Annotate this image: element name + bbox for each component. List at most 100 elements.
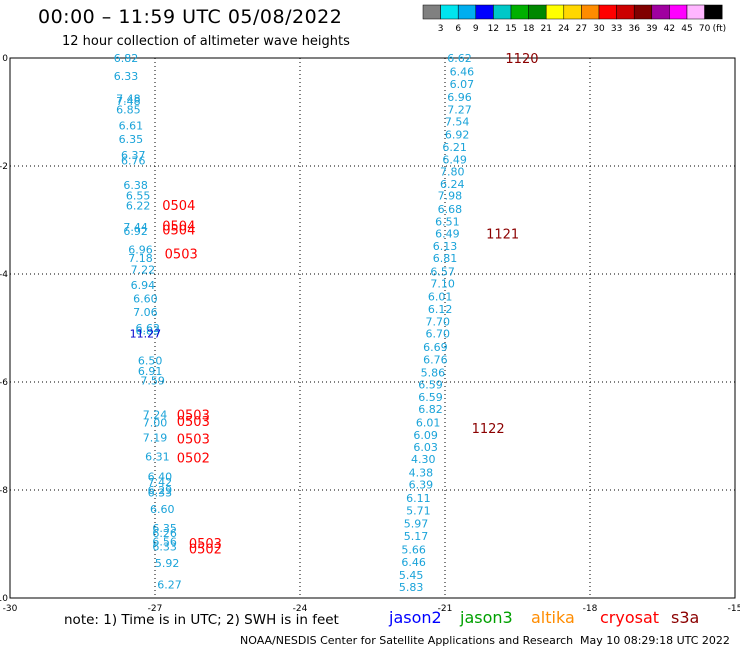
x-tick-label: -24 [293, 604, 308, 614]
swh-label: 6.92 [123, 225, 148, 238]
time-label: 0504 [162, 224, 195, 239]
swh-label: 5.71 [406, 505, 431, 518]
swh-label: 7.48 [116, 93, 141, 106]
time-label: 0502 [177, 452, 210, 467]
swh-label: 6.46 [450, 66, 475, 79]
swh-label: 6.55 [126, 190, 151, 203]
x-tick-label: -27 [148, 604, 163, 614]
time-label: 0504 [162, 199, 195, 214]
swh-label: 4.30 [411, 453, 436, 466]
swh-label: 7.22 [131, 264, 156, 277]
swh-label: 5.45 [399, 569, 424, 582]
x-tick-label: -30 [3, 604, 18, 614]
swh-label: 6.29 [148, 484, 173, 497]
time-label: 1122 [472, 422, 505, 437]
swh-label: 7.98 [438, 190, 463, 203]
legend-jason3: jason3 [460, 608, 513, 627]
swh-label: 7.00 [143, 417, 168, 430]
swh-label: 6.69 [423, 341, 448, 354]
swh-label: 6.07 [450, 78, 475, 91]
color-scale-swatch [422, 4, 441, 20]
color-scale-label: 18 [523, 24, 535, 34]
chart-title: 00:00 – 11:59 UTC 05/08/2022 [38, 6, 343, 28]
color-scale-unit: (ft) [713, 24, 727, 34]
swh-label: 6.83 [136, 325, 161, 338]
color-scale-label: 45 [681, 24, 692, 34]
swh-label: 6.38 [123, 179, 148, 192]
swh-label: 7.70 [426, 316, 451, 329]
swh-label: 7.48 [116, 95, 141, 108]
swh-label: 6.13 [433, 240, 458, 253]
swh-label: 6.60 [150, 503, 175, 516]
swh-label: 6.03 [413, 441, 438, 454]
swh-label: 6.61 [119, 120, 144, 133]
swh-label-highlight: 11.27 [130, 327, 162, 340]
swh-label: 7.24 [143, 408, 168, 421]
swh-label: 7.06 [133, 306, 158, 319]
swh-label: 6.92 [445, 129, 470, 142]
color-scale-swatch [563, 4, 582, 20]
footer-note: note: 1) Time is in UTC; 2) SWH is in fe… [64, 612, 339, 628]
swh-label: 6.96 [128, 244, 153, 257]
legend-s3a: s3a [671, 608, 700, 627]
swh-label: 6.46 [401, 556, 426, 569]
swh-label: 7.80 [440, 165, 465, 178]
color-scale-label: 9 [473, 24, 479, 34]
color-scale-label: 30 [593, 24, 605, 34]
swh-label: 6.49 [442, 154, 467, 167]
swh-label: 6.56 [152, 535, 177, 548]
legend-altika: altika [531, 608, 575, 627]
swh-label: 6.35 [152, 522, 177, 535]
swh-label: 6.31 [145, 451, 170, 464]
y-tick-label: -6 [0, 378, 8, 388]
x-tick-label: -21 [438, 604, 453, 614]
y-tick-label: -2 [0, 162, 8, 172]
swh-label: 6.39 [409, 479, 434, 492]
color-scale-swatch [598, 4, 617, 20]
swh-label: 6.11 [406, 492, 431, 505]
color-scale-label: 36 [628, 24, 640, 34]
swh-label: 6.59 [418, 391, 443, 404]
swh-label: 6.37 [121, 149, 146, 162]
color-scale-swatch [493, 4, 512, 20]
time-label: 0503 [165, 247, 198, 262]
swh-label: 6.49 [435, 228, 460, 241]
color-scale-label: 24 [558, 24, 570, 34]
swh-label: 6.76 [121, 155, 146, 168]
swh-label: 7.59 [140, 374, 165, 387]
swh-label: 6.85 [116, 103, 141, 116]
swh-label: 6.68 [438, 203, 463, 216]
time-label: 0503 [177, 415, 210, 430]
swh-label: 6.62 [447, 52, 472, 65]
swh-label: 6.26 [152, 527, 177, 540]
color-scale-swatch [669, 4, 688, 20]
swh-label: 6.33 [152, 541, 177, 554]
swh-label: 6.21 [442, 141, 467, 154]
swh-label: 6.33 [114, 70, 139, 83]
color-scale-swatch [686, 4, 705, 20]
color-scale-label: 6 [455, 24, 461, 34]
swh-label: 6.70 [426, 327, 451, 340]
color-scale-label: 70 [699, 24, 711, 34]
swh-label: 6.62 [136, 322, 161, 335]
swh-label: 7.42 [148, 476, 173, 489]
color-scale-label: 39 [646, 24, 658, 34]
swh-label: 6.60 [133, 292, 158, 305]
y-tick-label: -4 [0, 270, 8, 280]
color-scale-label: 15 [505, 24, 516, 34]
swh-label: 5.92 [155, 557, 180, 570]
swh-label: 6.09 [413, 429, 438, 442]
swh-label: 5.83 [399, 581, 424, 594]
swh-label: 6.96 [447, 91, 472, 104]
x-tick-label: -18 [583, 604, 598, 614]
swh-label: 6.91 [138, 365, 163, 378]
color-scale-label: 33 [611, 24, 622, 34]
legend-cryosat: cryosat [600, 608, 660, 627]
color-scale-swatch [440, 4, 459, 20]
swh-label: 7.27 [447, 103, 472, 116]
time-label: 1121 [486, 228, 519, 243]
time-label: 0503 [189, 537, 222, 552]
time-label: 0502 [189, 542, 222, 557]
swh-label: 5.17 [404, 530, 429, 543]
